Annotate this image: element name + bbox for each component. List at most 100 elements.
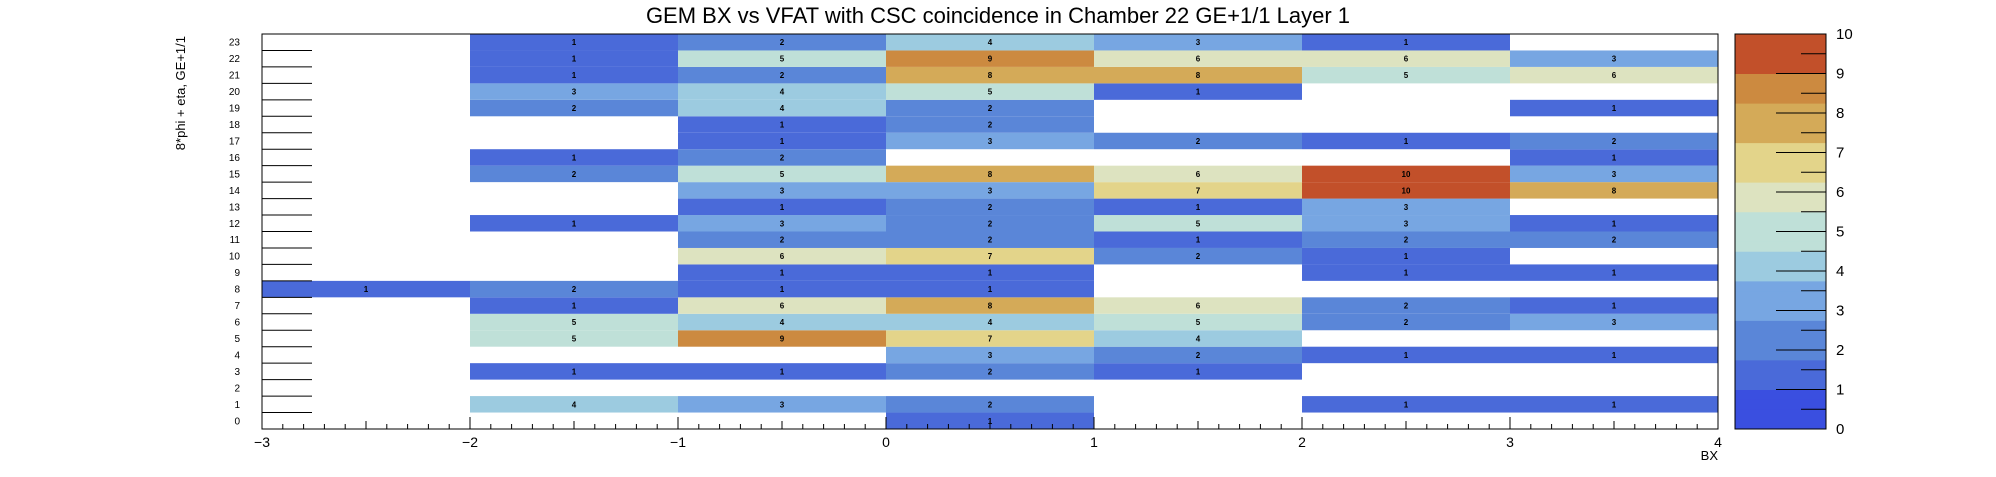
cell-value-label: 3 (1612, 318, 1617, 327)
heatmap-cell (1510, 231, 1718, 248)
heatmap-cell (886, 412, 1094, 429)
heatmap-cell (886, 264, 1094, 281)
heatmap-cell (1094, 132, 1302, 150)
cell-value-label: 1 (572, 55, 577, 64)
cell-value-label: 4 (572, 400, 577, 409)
cell-value-label: 3 (1196, 38, 1201, 47)
color-scale: 0 1 2 3 4 5 6 7 8 9 10 (1734, 26, 1853, 438)
heatmap-cell (1094, 346, 1302, 364)
z-tick-label: 7 (1836, 145, 1844, 162)
cell-value-label: 9 (988, 55, 993, 64)
cell-value-label: 2 (1404, 302, 1409, 311)
heatmap-cell (1510, 149, 1718, 166)
heatmap-cell (886, 198, 1094, 216)
cell-value-label: 4 (780, 318, 785, 327)
heatmap-cell (886, 165, 1094, 183)
cell-value-label: 3 (988, 186, 993, 195)
heatmap-cell (1094, 165, 1302, 183)
heatmap-cell (1302, 396, 1510, 413)
heatmap-cell (1094, 215, 1302, 232)
cell-value-label: 7 (1196, 186, 1201, 195)
heatmap-cell (886, 182, 1094, 199)
z-tick-label: 2 (1836, 342, 1844, 359)
cell-value-label: 3 (1404, 219, 1409, 228)
heatmap-cell (678, 99, 886, 117)
heatmap-cell (678, 83, 886, 100)
z-tick-label: 4 (1836, 263, 1844, 280)
color-scale-segment (1735, 379, 1826, 390)
cell-value-label: 1 (988, 269, 993, 278)
cell-value-label: 1 (988, 285, 993, 294)
cell-value-label: 2 (1612, 137, 1617, 146)
y-tick-label: 16 (229, 153, 241, 164)
heatmap-cell (470, 330, 678, 347)
color-scale-segment (1735, 330, 1826, 341)
heatmap-cell (470, 280, 678, 298)
cell-value-label: 6 (780, 252, 785, 261)
cell-value-label: 5 (1404, 71, 1409, 80)
cell-value-label: 1 (1404, 252, 1409, 261)
x-tick-label: 1 (1090, 434, 1098, 450)
heatmap-cell (678, 198, 886, 216)
heatmap-cell (1510, 182, 1718, 199)
heatmap-cell (1302, 50, 1510, 67)
heatmap-cell (1302, 247, 1510, 265)
heatmap-cell (678, 215, 886, 232)
y-axis-label: 8*phi + eta, GE+1/1 (173, 36, 188, 150)
x-tick-label: −1 (670, 434, 686, 450)
color-scale-segment (1735, 53, 1826, 65)
heatmap-cell (1302, 66, 1510, 84)
color-scale-segment (1735, 152, 1826, 163)
cell-value-label: 4 (780, 104, 785, 113)
color-scale-segment (1735, 142, 1826, 153)
cell-value-label: 8 (1612, 186, 1617, 195)
heatmap-cell (1510, 313, 1718, 331)
heatmap-cell (1302, 264, 1510, 281)
heatmap-cell (678, 247, 886, 265)
y-tick-label: 22 (229, 54, 241, 65)
heatmap-cell (886, 83, 1094, 100)
cell-value-label: 6 (1196, 170, 1201, 179)
heatmap-cell (1510, 297, 1718, 314)
cell-value-label: 2 (988, 219, 993, 228)
heatmap-cell (1302, 215, 1510, 232)
heatmap-cell (886, 50, 1094, 67)
color-scale-segment (1735, 211, 1826, 223)
cell-value-label: 3 (780, 400, 785, 409)
heatmap-cell (886, 396, 1094, 413)
cell-value-label: 5 (572, 318, 577, 327)
color-scale-segment (1735, 122, 1826, 134)
cell-value-label: 5 (1196, 318, 1201, 327)
cell-value-label: 2 (780, 153, 785, 162)
heatmap-cell (1302, 182, 1510, 199)
heatmap-cell (1302, 165, 1510, 183)
color-scale-segment (1735, 162, 1826, 173)
cell-value-label: 2 (988, 104, 993, 113)
heatmap-cell (678, 132, 886, 150)
cell-value-label: 3 (780, 219, 785, 228)
z-tick-label: 5 (1836, 224, 1844, 241)
cell-value-label: 4 (988, 38, 993, 47)
heatmap-cell (470, 165, 678, 183)
cell-value-label: 5 (572, 334, 577, 343)
x-tick-label: −3 (254, 434, 270, 450)
cell-value-label: 3 (780, 186, 785, 195)
cell-value-label: 3 (1612, 170, 1617, 179)
cell-value-label: 8 (1196, 71, 1201, 80)
color-scale-segment (1735, 172, 1826, 183)
cell-value-label: 1 (780, 121, 785, 130)
heatmap-cell (678, 50, 886, 67)
cell-value-label: 1 (1404, 400, 1409, 409)
heatmap-cell (886, 116, 1094, 133)
cell-value-label: 1 (364, 285, 369, 294)
heatmap-cell (678, 116, 886, 133)
x-tick-label: 3 (1506, 434, 1514, 450)
heatmap-cell (678, 363, 886, 380)
y-tick-label: 12 (229, 219, 241, 230)
y-tick-label: 4 (234, 350, 240, 361)
heatmap-cell (1302, 346, 1510, 364)
heatmap-cell (886, 215, 1094, 232)
heatmap-cell (678, 182, 886, 199)
color-scale-segment (1735, 63, 1826, 74)
